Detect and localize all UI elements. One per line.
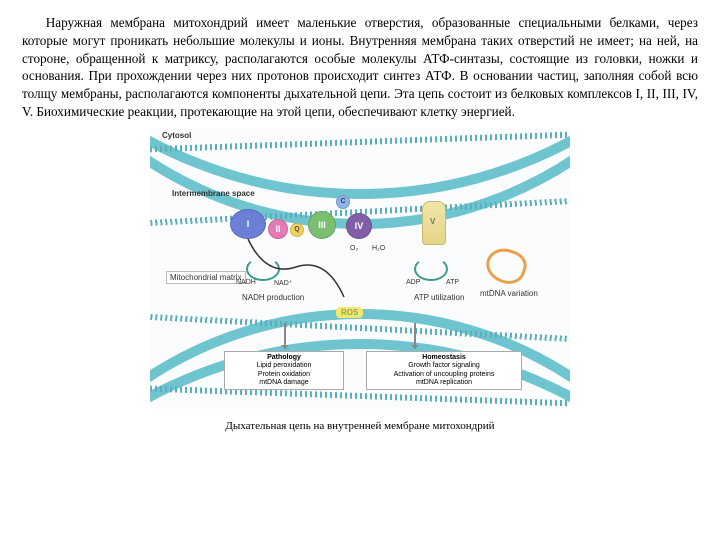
etc-diagram: Cytosol Intermembrane space Mitochondria… [150, 129, 570, 409]
complex-q: Q [290, 223, 304, 237]
complex-i: I [230, 209, 266, 239]
arrow-homeostasis [414, 323, 416, 349]
electron-path [246, 237, 356, 311]
complex-ii: II [268, 219, 288, 239]
arrow-pathology [284, 323, 286, 349]
label-intermembrane: Intermembrane space [172, 189, 255, 198]
label-h2o: H₂O [372, 245, 385, 252]
label-adp: ADP [406, 279, 420, 286]
pathology-box: Pathology Lipid peroxidation Protein oxi… [224, 351, 344, 391]
figure-caption: Дыхательная цепь на внутренней мембране … [22, 420, 698, 432]
complex-iii: III [308, 211, 336, 239]
complex-c: C [336, 195, 350, 209]
label-cytosol: Cytosol [162, 131, 191, 140]
complex-v-label: V [430, 217, 435, 226]
homeostasis-box: Homeostasis Growth factor signaling Acti… [366, 351, 522, 391]
figure-container: Cytosol Intermembrane space Mitochondria… [22, 129, 698, 432]
mtdna-icon [481, 243, 530, 289]
atp-cycle-icon [414, 257, 448, 281]
label-mtdna: mtDNA variation [480, 289, 538, 298]
main-paragraph: Наружная мембрана митохондрий имеет мале… [22, 14, 698, 121]
label-atp: ATP [446, 279, 459, 286]
label-atp-util: ATP utilization [414, 293, 464, 302]
label-matrix: Mitochondrial matrix [166, 271, 246, 284]
complex-iv: IV [346, 213, 372, 239]
